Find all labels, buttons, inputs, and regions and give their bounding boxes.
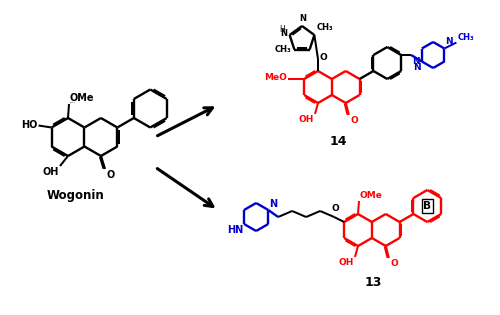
Text: N: N [446,37,453,47]
Text: Wogonin: Wogonin [47,189,105,202]
Text: 13: 13 [364,276,382,289]
Text: CH₃: CH₃ [316,23,333,32]
Text: OH: OH [42,167,59,177]
Text: N: N [270,199,278,209]
Text: HO: HO [21,121,38,130]
Text: methoxy: methoxy [70,102,76,103]
Text: O: O [390,259,398,268]
Text: OMe: OMe [70,93,94,103]
Text: O: O [332,204,339,213]
Text: CH₃: CH₃ [274,45,291,54]
Text: N: N [300,14,306,23]
Text: H: H [279,26,284,34]
Text: MeO: MeO [264,73,287,83]
Text: OH: OH [298,115,314,124]
Text: O: O [350,116,358,125]
Text: O: O [320,54,328,62]
Text: CH₃: CH₃ [458,32,474,42]
Text: O: O [107,170,115,180]
Text: N: N [412,57,420,66]
Text: 14: 14 [329,135,347,148]
Text: B: B [424,201,432,211]
Text: OMe: OMe [360,191,383,200]
Text: N: N [414,62,421,72]
Text: HN: HN [227,225,243,235]
Text: OH: OH [338,258,354,267]
Text: N: N [280,30,287,38]
